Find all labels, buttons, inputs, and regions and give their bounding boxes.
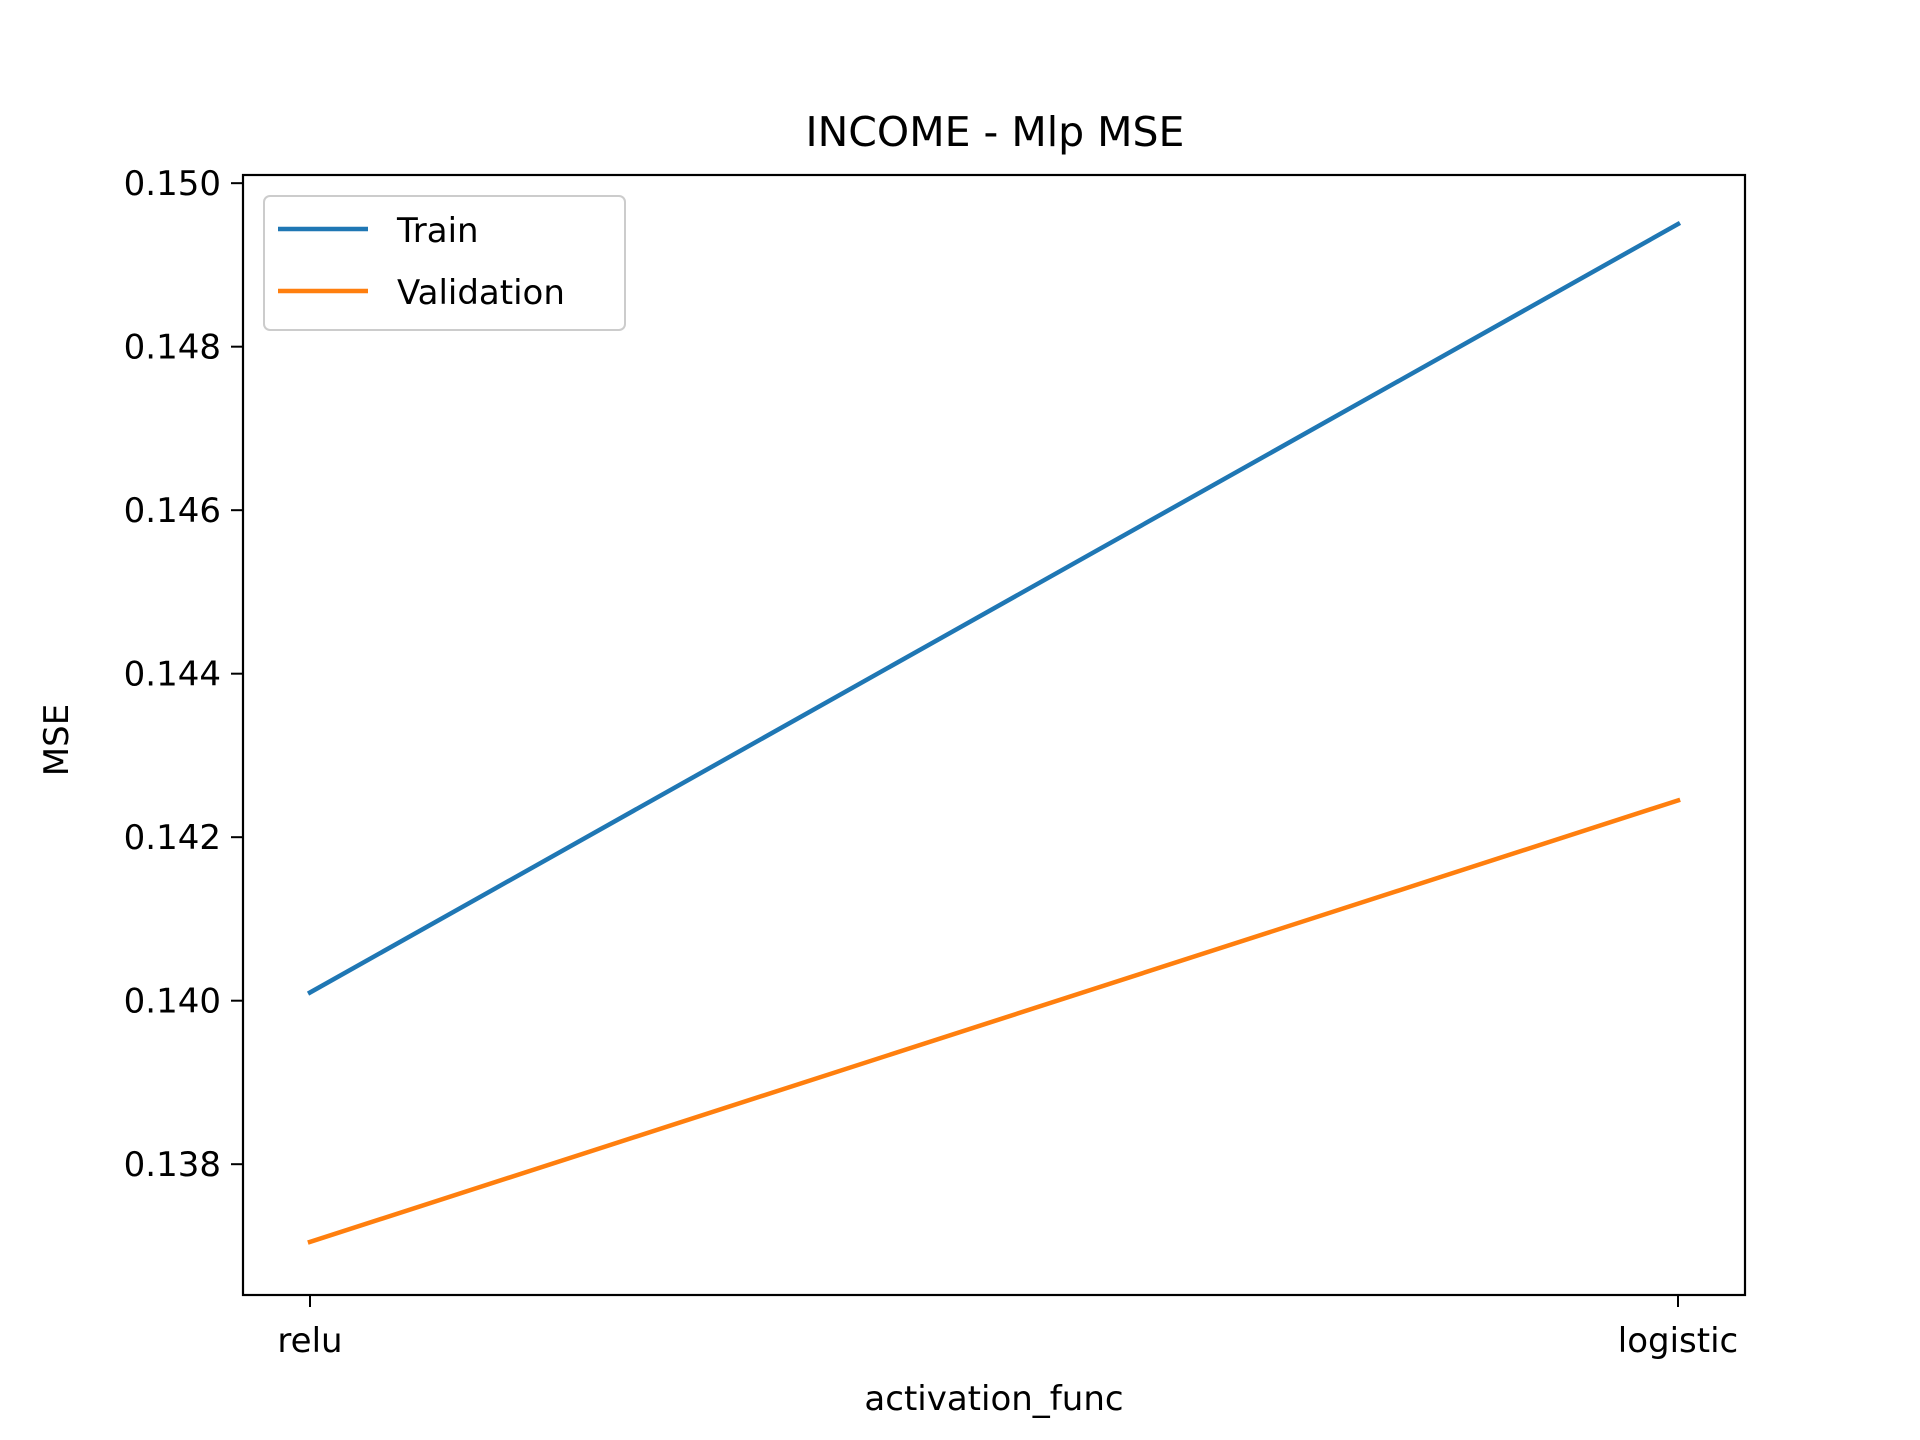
series-line-train [306, 220, 1682, 996]
x-axis: relu logistic [277, 1295, 1738, 1361]
y-tick-label: 0.142 [124, 818, 221, 858]
y-axis-label: MSE [37, 704, 77, 776]
legend: Train Validation [263, 195, 626, 331]
y-tick-label: 0.146 [124, 491, 221, 531]
y-tick-label: 0.144 [124, 655, 221, 695]
y-tick-label: 0.140 [124, 982, 221, 1022]
y-tick-label: 0.138 [124, 1145, 221, 1185]
y-tick-label: 0.150 [124, 164, 221, 204]
axes-frame [241, 173, 1747, 1297]
plot-area [241, 173, 1747, 1297]
legend-label-validation: Validation [397, 273, 565, 313]
chart-title: INCOME - Mlp MSE [806, 108, 1185, 156]
series-line-validation [307, 797, 1681, 1245]
y-axis: 0.138 0.140 0.142 0.144 0.146 0.148 0.150 [124, 164, 243, 1185]
legend-label-train: Train [396, 211, 479, 251]
series-layer [306, 220, 1682, 1245]
x-tick-label-logistic: logistic [1618, 1321, 1738, 1361]
x-axis-label: activation_func [864, 1379, 1123, 1419]
y-tick-label: 0.148 [124, 328, 221, 368]
x-tick-label-relu: relu [277, 1321, 342, 1361]
